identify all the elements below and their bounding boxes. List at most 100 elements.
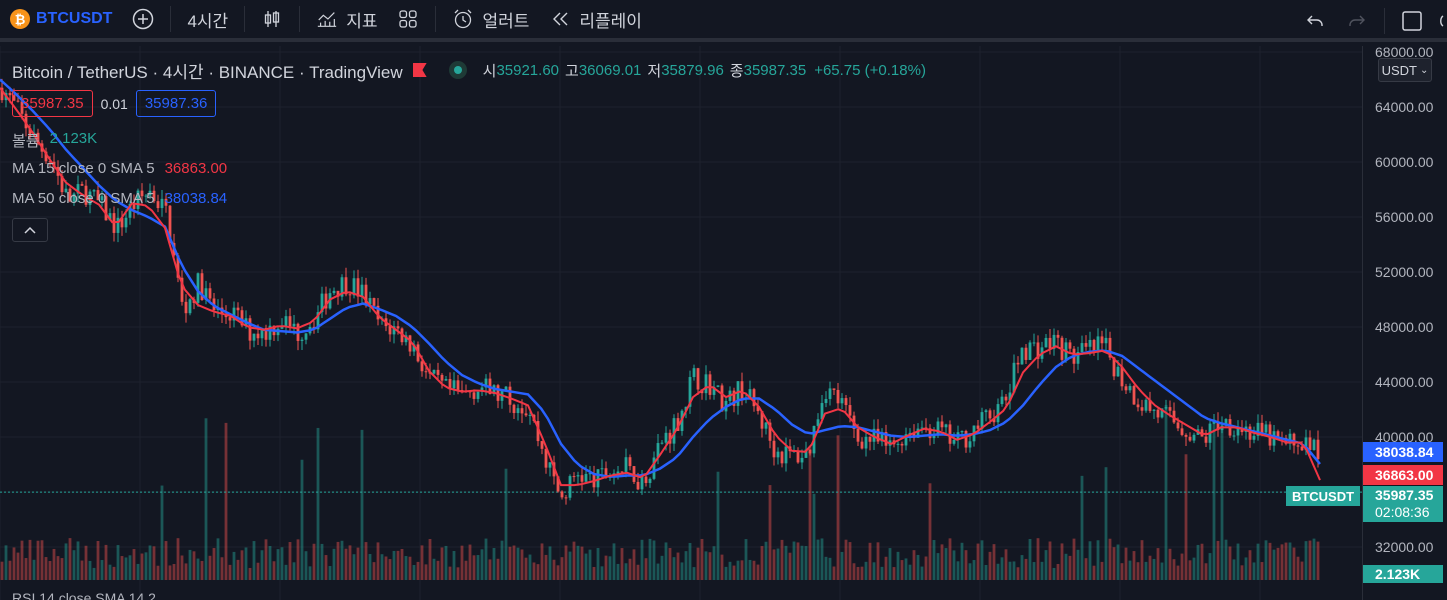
compare-add-button[interactable]: [122, 0, 164, 40]
volume-bar: [1076, 549, 1080, 580]
candle: [196, 273, 200, 303]
candle: [1036, 342, 1040, 359]
volume-bar: [244, 547, 248, 580]
more-menu-button[interactable]: [1433, 0, 1447, 42]
candle: [452, 380, 456, 389]
candle: [200, 273, 204, 301]
volume-bar: [232, 551, 236, 580]
candle: [992, 418, 996, 423]
volume-bar: [1276, 547, 1280, 580]
price-scale[interactable]: 68000.00 64000.00 60000.00 56000.00 52000.00…: [1362, 44, 1447, 600]
volume-bar: [344, 548, 348, 580]
symbol-search-button[interactable]: ₿ BTCUSDT: [0, 0, 122, 40]
volume-bar: [292, 562, 296, 580]
candle: [704, 374, 708, 394]
volume-bar: [1304, 541, 1308, 580]
volume-bar: [920, 566, 924, 580]
volume-legend[interactable]: 볼륨 2.123K: [12, 130, 97, 151]
candle: [732, 390, 736, 406]
volume-bar: [944, 548, 948, 580]
price-tick-label: 48000.00: [1375, 319, 1434, 335]
volume-bar: [636, 564, 640, 580]
volume-bar: [340, 540, 344, 580]
candle: [352, 278, 356, 296]
volume-bar: [1300, 561, 1304, 580]
volume-bar: [140, 553, 144, 580]
candle: [804, 449, 808, 458]
indicators-button[interactable]: 지표: [306, 0, 387, 40]
volume-bar: [704, 551, 708, 580]
rsi-legend[interactable]: RSI 14 close SMA 14 2 ...: [12, 590, 172, 600]
volume-bar: [1044, 550, 1048, 580]
candle: [1108, 337, 1112, 358]
candle: [736, 381, 740, 406]
collapse-legend-button[interactable]: [12, 218, 48, 242]
currency-select[interactable]: USDT ⌄: [1378, 58, 1432, 82]
ma50-price-tag: 38038.84: [1363, 442, 1443, 462]
candle: [204, 288, 208, 301]
volume-bar: [1204, 563, 1208, 580]
flag-icon[interactable]: [412, 63, 427, 77]
candle: [20, 101, 24, 114]
candle: [1168, 407, 1172, 411]
volume-bar: [1188, 560, 1192, 580]
candle: [964, 430, 968, 448]
candle: [64, 188, 68, 193]
volume-bar: [1040, 561, 1044, 580]
alert-button[interactable]: 얼러트: [442, 0, 539, 40]
symbol-description[interactable]: Bitcoin / TetherUS · 4시간 · BINANCE · Tra…: [12, 62, 403, 82]
volume-bar: [932, 540, 936, 580]
candle: [96, 190, 100, 201]
volume-bar: [348, 545, 352, 580]
price-chart[interactable]: [0, 46, 1362, 600]
templates-button[interactable]: [387, 0, 429, 40]
candle: [584, 473, 588, 482]
volume-label: 볼륨: [12, 133, 40, 150]
volume-bar: [28, 539, 32, 580]
volume-bar: [356, 547, 360, 580]
volume-bar: [104, 544, 108, 580]
volume-bar: [452, 550, 456, 580]
sell-button[interactable]: 35987.35: [12, 90, 93, 117]
volume-bar: [1216, 540, 1220, 580]
volume-bar: [132, 549, 136, 580]
volume-bar: [1080, 475, 1084, 580]
interval-button[interactable]: 4시간: [177, 0, 238, 40]
candle: [164, 198, 168, 206]
candle: [880, 432, 884, 442]
market-status-icon[interactable]: [448, 61, 467, 79]
candle: [88, 191, 92, 205]
ma15-legend[interactable]: MA 15 close 0 SMA 5 36863.00: [12, 160, 227, 177]
volume-bar: [1224, 539, 1228, 580]
candle: [816, 419, 820, 426]
volume-bar: [1004, 549, 1008, 580]
chart-pane[interactable]: [0, 46, 1362, 600]
rewind-icon: [549, 8, 571, 30]
volume-bar: [560, 557, 564, 580]
candle: [156, 201, 160, 209]
candle: [604, 468, 608, 478]
volume-bar: [692, 567, 696, 580]
undo-button[interactable]: [1294, 0, 1336, 42]
buy-button[interactable]: 35987.36: [135, 90, 217, 117]
volume-bar: [1128, 560, 1132, 580]
candle: [652, 457, 656, 479]
volume-bar: [836, 435, 840, 580]
ma50-legend[interactable]: MA 50 close 0 SMA 5 38038.84: [12, 190, 227, 207]
spread-value: 0.01: [100, 95, 128, 112]
redo-button[interactable]: [1336, 0, 1378, 42]
volume-bar: [376, 542, 380, 580]
candle: [632, 466, 636, 482]
volume-bar: [1256, 543, 1260, 580]
layout-button[interactable]: [1391, 0, 1433, 42]
volume-bar: [32, 559, 36, 580]
volume-bar: [276, 549, 280, 580]
candle: [228, 317, 232, 321]
volume-bar: [208, 555, 212, 580]
volume-bar: [632, 549, 636, 580]
volume-bar: [752, 560, 756, 580]
candle: [12, 95, 16, 101]
candle: [1292, 433, 1296, 446]
replay-button[interactable]: 리플레이: [539, 0, 652, 40]
chart-type-button[interactable]: [251, 0, 293, 40]
